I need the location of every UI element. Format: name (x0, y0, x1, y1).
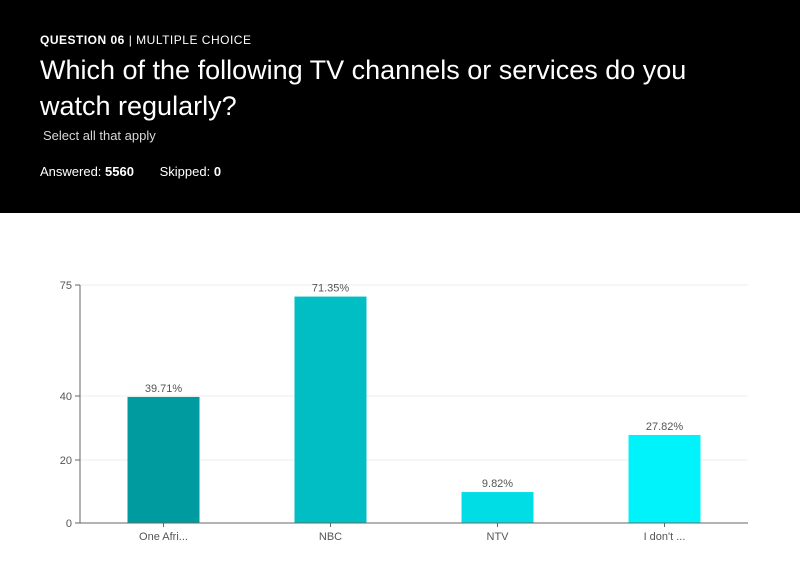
meta-separator: | (128, 33, 137, 47)
response-stats: Answered: 5560 Skipped: 0 (40, 164, 243, 179)
question-meta: QUESTION 06 | MULTIPLE CHOICE (40, 33, 251, 47)
x-tick-label: NTV (487, 531, 510, 543)
bar (294, 296, 367, 523)
answered-count: 5560 (105, 164, 134, 179)
bar (461, 492, 534, 523)
bar (628, 434, 701, 523)
y-tick-label: 75 (60, 280, 72, 292)
question-header: QUESTION 06 | MULTIPLE CHOICE Which of t… (0, 0, 800, 213)
y-tick-label: 20 (60, 455, 72, 467)
answered-label: Answered: (40, 164, 102, 179)
bar-value-label: 71.35% (312, 283, 350, 295)
axes (75, 284, 748, 527)
question-number: QUESTION 06 (40, 33, 125, 47)
question-subtitle: Select all that apply (43, 128, 156, 143)
x-tick-label: I don't ... (644, 531, 686, 543)
question-type: MULTIPLE CHOICE (136, 33, 252, 47)
answered-stat: Answered: 5560 (40, 164, 138, 179)
bars (127, 296, 701, 523)
bar-value-label: 27.82% (646, 421, 684, 433)
labels: 0 20 40 75 39.71% One Afri... 71.35% NBC 9.82% NT… (60, 280, 686, 543)
x-tick-label: NBC (319, 531, 342, 543)
y-tick-label: 40 (60, 391, 72, 403)
skipped-label: Skipped: (159, 164, 211, 179)
question-title: Which of the following TV channels or se… (40, 55, 687, 121)
bar-value-label: 39.71% (145, 383, 183, 395)
bar-value-label: 9.82% (482, 478, 513, 490)
skipped-stat: Skipped: 0 (160, 164, 221, 179)
y-tick-label: 0 (66, 518, 72, 530)
bar-chart: 0 20 40 75 39.71% One Afri... 71.35% NBC 9.82% NT… (60, 280, 748, 543)
x-tick-label: One Afri... (139, 531, 188, 543)
skipped-count: 0 (213, 164, 222, 179)
bar (127, 396, 200, 523)
